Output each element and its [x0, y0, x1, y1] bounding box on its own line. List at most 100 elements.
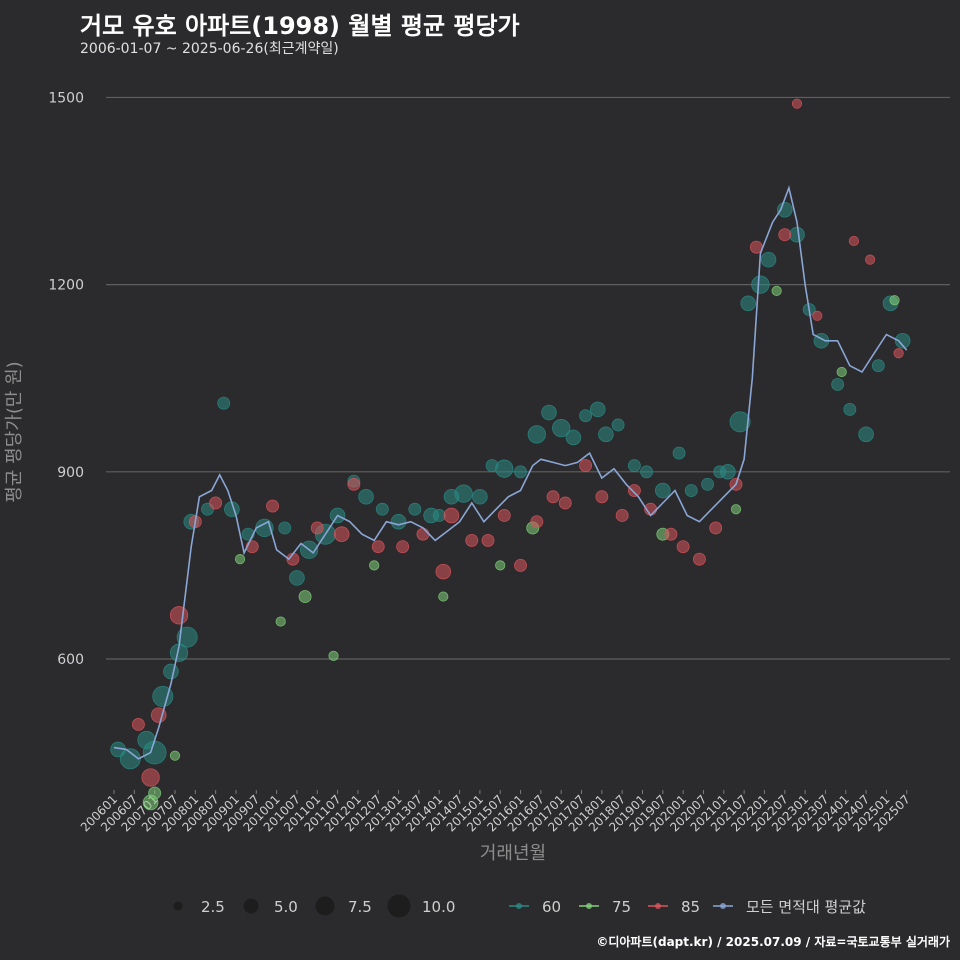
point-60	[843, 402, 857, 416]
point-60	[495, 459, 514, 478]
point-60	[217, 396, 231, 410]
point-75	[889, 295, 900, 306]
color-legend-label: 60	[542, 898, 561, 916]
point-85	[266, 499, 279, 513]
x-axis-title: 거래년월	[480, 843, 546, 864]
point-60	[454, 484, 473, 503]
point-60	[119, 748, 141, 770]
x-tick-labels: 2006012006072007012007072008012008072009…	[78, 790, 913, 835]
color-legend-label: 75	[612, 898, 631, 916]
point-75	[495, 560, 506, 571]
point-85	[514, 558, 527, 572]
point-60	[527, 425, 546, 444]
point-60	[720, 463, 736, 480]
y-tick-label: 1500	[48, 90, 84, 106]
point-60	[729, 411, 751, 433]
point-60	[751, 275, 770, 294]
point-85	[209, 496, 223, 510]
point-60	[789, 226, 805, 243]
point-85	[893, 348, 904, 359]
point-85	[848, 235, 859, 247]
point-85	[435, 563, 452, 580]
source-caption: ©디아파트(dapt.kr) / 2025.07.09 / 자료=국토교통부 실…	[596, 935, 950, 949]
point-85	[865, 254, 876, 265]
point-85	[371, 540, 385, 554]
point-60	[176, 626, 198, 648]
point-60	[655, 482, 671, 499]
point-75	[234, 554, 246, 565]
point-60	[565, 429, 582, 446]
point-60	[776, 201, 793, 218]
point-60	[163, 663, 179, 680]
point-60	[598, 426, 614, 443]
point-60	[472, 488, 488, 505]
point-75	[369, 560, 380, 571]
point-85	[443, 507, 460, 524]
chart-subtitle: 2006-01-07 ~ 2025-06-26(최근계약일)	[80, 41, 339, 57]
point-85	[347, 477, 361, 491]
point-60	[871, 359, 885, 373]
point-85	[310, 521, 324, 535]
point-85	[558, 496, 572, 510]
point-75	[438, 591, 449, 602]
point-60	[684, 484, 698, 497]
point-60	[894, 332, 911, 349]
size-legend-key	[173, 901, 183, 911]
point-85	[396, 540, 410, 554]
point-60	[640, 465, 654, 479]
point-85	[791, 98, 803, 109]
grid-lines	[106, 96, 950, 660]
point-60	[142, 740, 167, 765]
point-60	[278, 521, 292, 535]
color-legend-label: 85	[681, 898, 700, 916]
point-85	[627, 484, 641, 497]
point-85	[481, 533, 495, 547]
point-85	[169, 606, 189, 625]
y-tick-label: 900	[57, 465, 84, 481]
point-60	[375, 502, 389, 516]
legend: 2.5 5.0 7.5 10.0 60 75 85 모든 면적대 평균값	[173, 894, 866, 918]
point-85	[676, 540, 690, 554]
point-85	[131, 718, 145, 731]
size-legend-label: 5.0	[274, 898, 298, 916]
point-60	[358, 488, 374, 505]
point-75	[169, 750, 181, 761]
point-60	[760, 251, 777, 268]
point-85	[416, 527, 430, 541]
point-85	[812, 310, 823, 321]
point-85	[497, 509, 511, 522]
data-points	[110, 98, 911, 811]
point-60	[514, 465, 527, 479]
point-85	[530, 515, 544, 529]
point-85	[333, 526, 350, 542]
y-tick-label: 600	[57, 652, 84, 668]
point-60	[627, 459, 641, 473]
point-75	[148, 786, 162, 800]
size-legend-label: 7.5	[348, 898, 372, 916]
point-75	[275, 616, 286, 627]
point-60	[611, 418, 625, 432]
point-85	[778, 228, 792, 242]
point-60	[390, 513, 407, 530]
point-85	[709, 521, 723, 535]
point-60	[858, 426, 874, 443]
color-legend-dot	[720, 903, 726, 909]
point-60	[432, 509, 446, 522]
point-60	[701, 477, 714, 491]
chart-title: 거모 유호 아파트(1998) 월별 평균 평당가	[80, 12, 520, 40]
point-60	[740, 295, 756, 312]
point-75	[730, 504, 742, 515]
point-60	[541, 404, 557, 421]
y-tick-labels: 600 900 1200 1500	[48, 90, 84, 668]
point-85	[664, 527, 678, 541]
point-60	[831, 377, 845, 391]
avg-line	[113, 185, 908, 760]
point-85	[465, 533, 479, 547]
point-85	[692, 552, 706, 566]
point-60	[589, 401, 606, 418]
point-60	[289, 570, 305, 586]
size-legend-label: 2.5	[201, 898, 225, 916]
point-75	[328, 650, 339, 661]
color-legend-dot	[586, 903, 592, 909]
size-legend-key	[315, 896, 335, 916]
